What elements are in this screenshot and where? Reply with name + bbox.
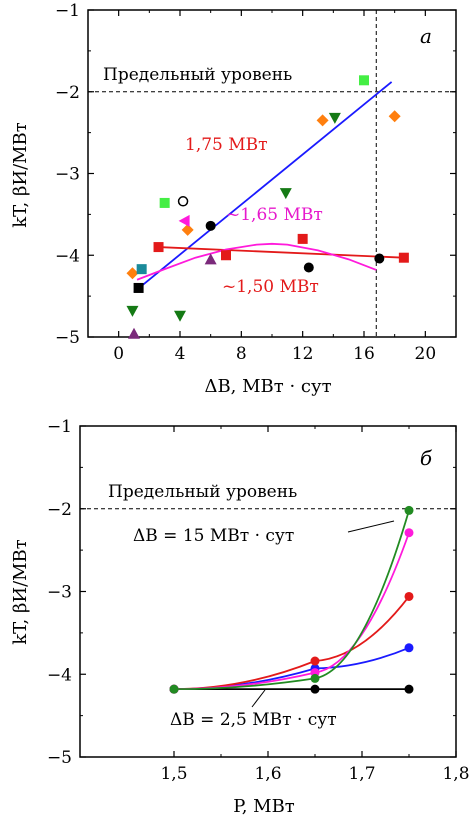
panel-b-annotation-15-leader (347, 520, 395, 533)
data-point-triangle-down (328, 112, 341, 124)
x-tick-label: 20 (415, 344, 437, 364)
data-point-triangle-down (174, 310, 186, 322)
x-tick-label: 0 (113, 344, 124, 364)
fit-curve-0 (136, 242, 377, 281)
x-tick-label: 8 (236, 344, 247, 364)
series-line-1 (173, 646, 410, 691)
data-point-circle (303, 262, 314, 273)
y-tick-label: −4 (47, 665, 72, 685)
series-point-0 (404, 684, 414, 694)
y-tick-label: −5 (47, 748, 72, 768)
x-tick-label: 1,6 (254, 764, 281, 784)
panel-b-frame (79, 425, 457, 758)
data-point-square (221, 250, 231, 261)
data-point-triangle-left (178, 214, 190, 227)
panel-a-limit-label: Предельный уровень (103, 65, 292, 85)
panel-a-annotation-1-75: 1,75 МВт (185, 135, 268, 155)
data-point-diamond (126, 267, 139, 280)
data-point-triangle-down (279, 188, 292, 200)
data-point-square (297, 233, 308, 244)
data-point-circle (205, 220, 216, 231)
panel-a: 0 4 8 12 16 20 −5 −4 −3 −2 −1 а Предельный уровень… (10, 1, 457, 397)
panel-b: 1,5 1,6 1,7 1,8 −5 −4 −3 −2 −1 б Предельный уров… (10, 417, 470, 817)
y-tick-label: −2 (47, 500, 72, 520)
series-point-3 (404, 528, 414, 538)
panel-a-ticks: 0 4 8 12 16 20 −5 −4 −3 −2 −1 (55, 1, 456, 364)
y-tick-label: −5 (55, 328, 80, 348)
data-point-circle-open (177, 196, 189, 207)
series-point-2 (404, 591, 414, 601)
panel-b-ticks: 1,5 1,6 1,7 1,8 −5 −4 −3 −2 −1 (47, 417, 470, 784)
data-point-square (359, 75, 369, 86)
series-point-4 (169, 684, 179, 694)
panel-a-y-axis-label: kT, βИ/МВт (10, 122, 31, 228)
panel-b-limit-label: Предельный уровень (108, 482, 297, 502)
panel-b-annotation-2-5-leader (251, 689, 266, 708)
panel-b-points (169, 505, 414, 694)
x-tick-label: 12 (292, 344, 314, 364)
panel-a-label: а (420, 24, 432, 48)
x-tick-label: 4 (175, 344, 186, 364)
data-point-square (133, 282, 144, 293)
series-point-1 (404, 643, 414, 653)
panel-a-fit-lines (133, 81, 404, 293)
series-point-2 (310, 656, 320, 666)
data-point-diamond (316, 114, 329, 127)
data-point-triangle-up (204, 253, 217, 265)
panel-b-label: б (420, 446, 433, 470)
y-tick-label: −4 (55, 246, 80, 266)
panel-b-x-axis-label: P, МВт (233, 796, 295, 817)
x-tick-label: 1,8 (442, 764, 469, 784)
data-point-square (136, 264, 147, 275)
x-tick-label: 1,7 (348, 764, 375, 784)
data-point-triangle-down (126, 305, 139, 317)
x-tick-label: 16 (353, 344, 375, 364)
x-tick-label: 1,5 (160, 764, 187, 784)
panel-a-annotation-1-50: ~1,50 МВт (222, 277, 319, 297)
y-tick-label: −1 (55, 1, 80, 21)
data-point-diamond (181, 223, 194, 236)
fit-line-0 (133, 81, 393, 293)
fit-line-1 (158, 246, 404, 259)
panel-a-points (126, 75, 409, 339)
series-point-0 (310, 684, 320, 694)
y-tick-label: −2 (55, 83, 80, 103)
data-point-diamond (388, 110, 401, 123)
panel-a-reference-lines (88, 10, 456, 337)
panel-b-annotation-2-5: ΔB = 2,5 МВт · сут (170, 710, 337, 730)
series-point-4 (404, 505, 414, 515)
data-point-square (159, 197, 170, 208)
series-point-4 (310, 673, 320, 683)
y-tick-label: −3 (47, 583, 72, 603)
panel-b-y-axis-label: kT, βИ/МВт (10, 539, 31, 645)
panel-a-annotation-1-65: ~1,65 МВт (226, 205, 323, 225)
data-point-circle (374, 253, 385, 264)
data-point-triangle-up (128, 327, 140, 339)
panel-b-annotation-15: ΔB = 15 МВт · сут (133, 526, 294, 546)
y-tick-label: −3 (55, 165, 80, 185)
data-point-square (398, 252, 409, 263)
y-tick-label: −1 (47, 417, 72, 437)
panel-a-x-axis-label: ΔB, МВт · сут (204, 376, 331, 397)
series-line-3 (173, 532, 410, 691)
data-point-square (153, 242, 164, 253)
